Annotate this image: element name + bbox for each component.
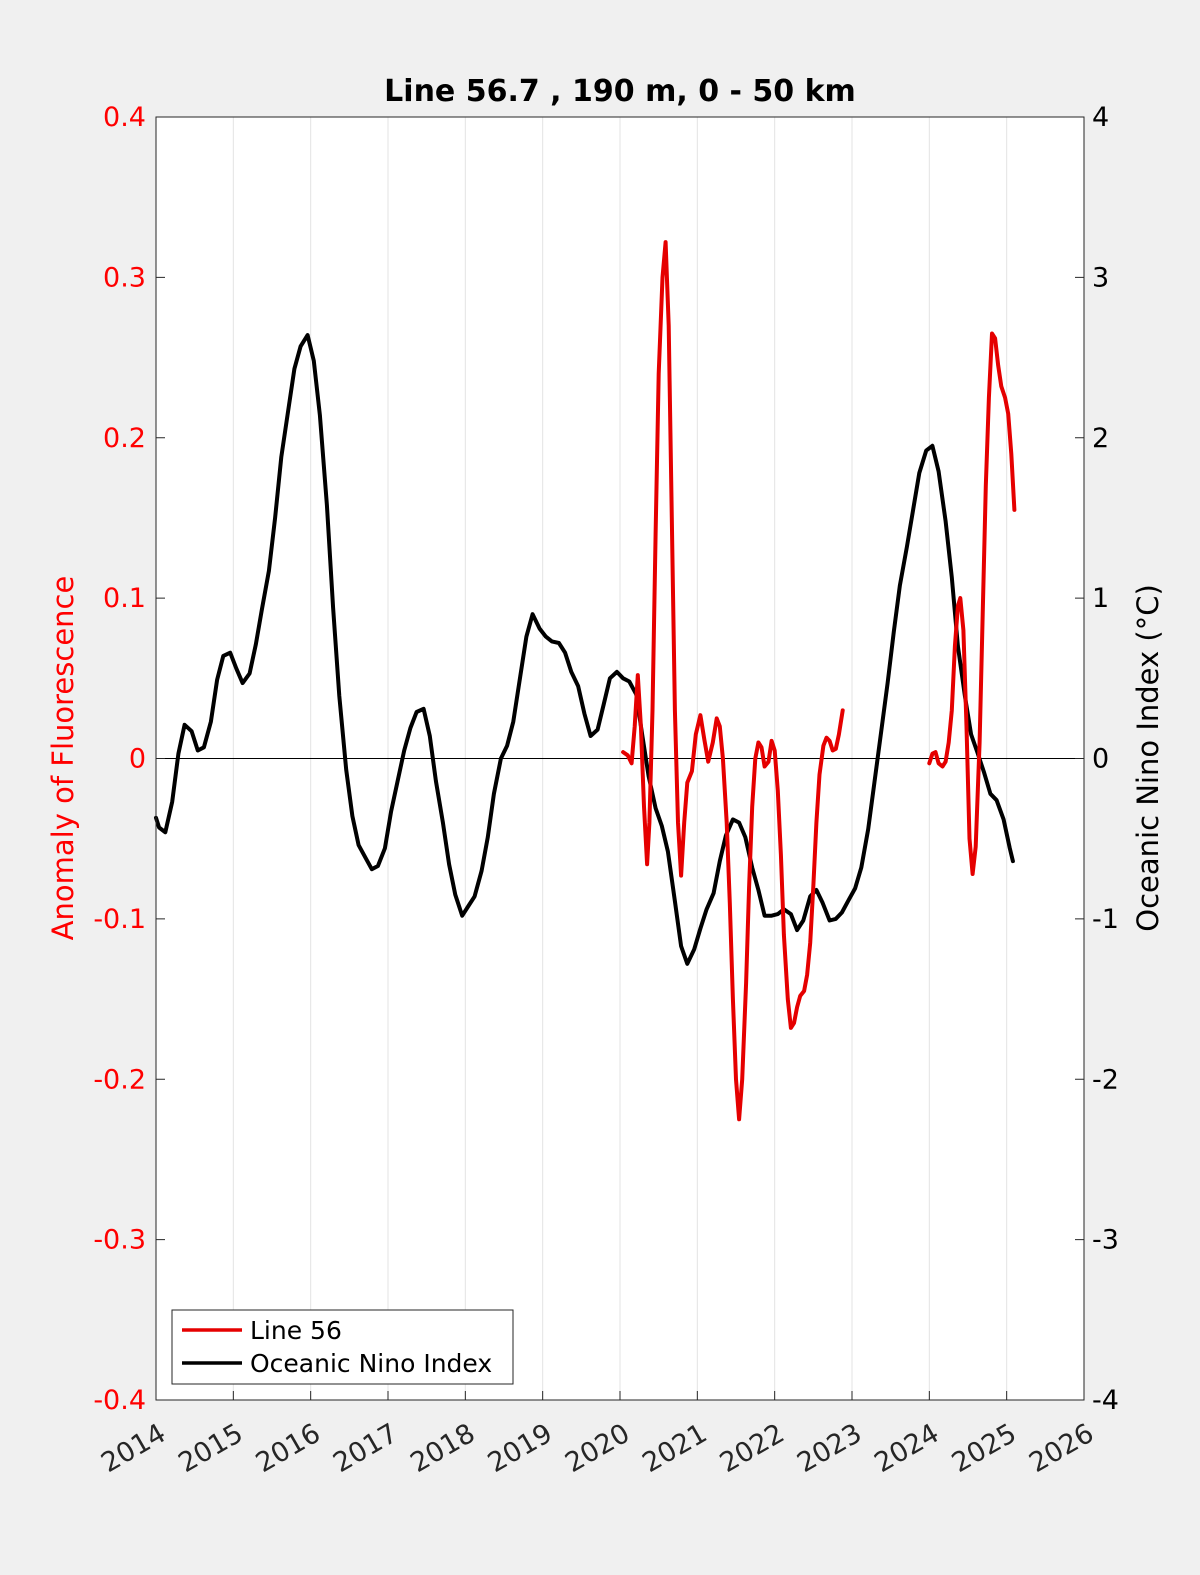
y-right-tick-label: 2 [1092, 423, 1109, 454]
chart-title: Line 56.7 , 190 m, 0 - 50 km [384, 74, 856, 109]
legend: Line 56 Oceanic Nino Index [171, 1309, 514, 1385]
y-left-tick-label: 0.2 [103, 423, 146, 454]
y-right-tick-label: 4 [1092, 102, 1109, 133]
y-axis-right: -4 -3 -2 -1 0 1 2 3 4 [1075, 102, 1119, 1416]
series-oceanic-nino-index-line [154, 333, 1015, 966]
legend-oni-label: Oceanic Nino Index [250, 1349, 492, 1378]
y-right-tick-label: 0 [1092, 744, 1109, 775]
y-left-tick-label: 0.1 [103, 583, 146, 614]
y-left-tick-label: -0.1 [93, 904, 146, 935]
legend-box [171, 1309, 514, 1385]
y-right-tick-label: -1 [1092, 904, 1119, 935]
y-left-tick-label: -0.3 [93, 1225, 146, 1256]
y-right-tick-label: -2 [1092, 1064, 1119, 1095]
y-axis-left-label: Anomaly of Fluorescence [46, 576, 80, 941]
y-right-tick-label: 3 [1092, 262, 1109, 293]
y-left-tick-label: -0.2 [93, 1064, 146, 1095]
y-left-tick-label: 0.4 [103, 102, 146, 133]
series-line-56-line [621, 240, 845, 1122]
legend-line-56-label: Line 56 [250, 1316, 342, 1345]
y-right-tick-label: -3 [1092, 1225, 1119, 1256]
y-right-tick-label: -4 [1092, 1385, 1119, 1416]
y-axis-right-label: Oceanic Nino Index (°C) [1131, 584, 1165, 932]
series-layer [154, 240, 1017, 1122]
series-line-56-line [927, 331, 1017, 876]
y-left-tick-label: 0 [129, 744, 146, 775]
y-left-tick-label: -0.4 [93, 1385, 146, 1416]
y-left-tick-label: 0.3 [103, 262, 146, 293]
y-right-tick-label: 1 [1092, 583, 1109, 614]
y-axis-left: -0.4 -0.3 -0.2 -0.1 0 0.1 0.2 0.3 0.4 [93, 102, 165, 1416]
